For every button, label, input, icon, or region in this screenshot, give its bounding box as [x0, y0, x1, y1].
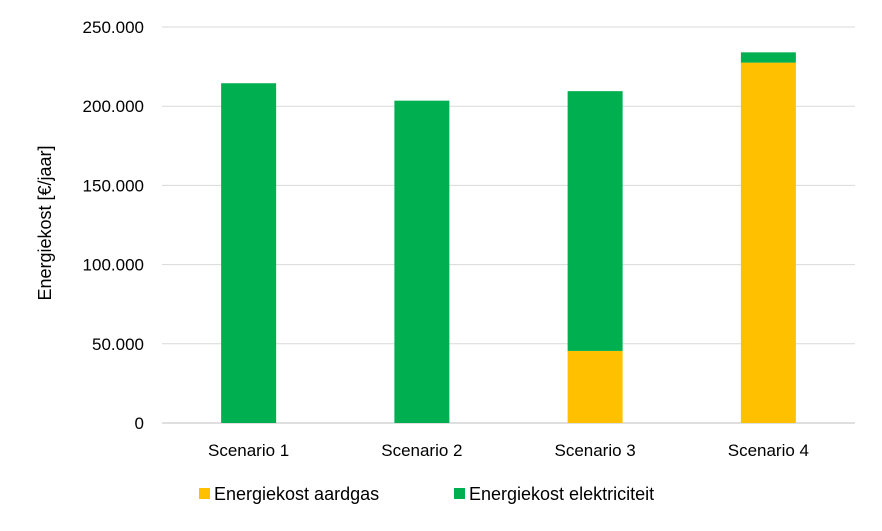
y-tick-label: 50.000: [92, 335, 144, 354]
y-axis-ticks: 0 50.000 100.000 150.000 200.000 250.000: [83, 18, 144, 433]
x-tick-label: Scenario 3: [554, 441, 635, 460]
y-axis-title: Energiekost [€/jaar]: [35, 145, 55, 300]
legend: Energiekost aardgas Energiekost elektrici…: [199, 484, 654, 504]
x-tick-label: Scenario 1: [208, 441, 289, 460]
legend-label-energiekost-elektriciteit: Energiekost elektriciteit: [469, 484, 654, 504]
bar-energiekost-aardgas-3: [567, 350, 623, 423]
bar-energiekost-aardgas-4: [740, 62, 796, 423]
y-tick-label: 250.000: [83, 18, 144, 37]
gridlines: [162, 26, 855, 424]
bars: [221, 52, 796, 424]
y-tick-label: 100.000: [83, 256, 144, 275]
bar-energiekost-elektriciteit-1: [221, 83, 277, 424]
bar-energiekost-elektriciteit-4: [740, 52, 796, 63]
x-tick-label: Scenario 2: [381, 441, 462, 460]
bar-energiekost-elektriciteit-2: [394, 100, 450, 423]
bar-energiekost-elektriciteit-3: [567, 91, 623, 351]
legend-label-energiekost-aardgas: Energiekost aardgas: [214, 484, 379, 504]
y-tick-label: 150.000: [83, 176, 144, 195]
x-tick-label: Scenario 4: [728, 441, 809, 460]
legend-swatch-energiekost-elektriciteit: [454, 488, 465, 499]
y-tick-label: 200.000: [83, 97, 144, 116]
x-axis-ticks: Scenario 1 Scenario 2 Scenario 3 Scenario 4: [208, 441, 809, 460]
y-tick-label: 0: [135, 414, 144, 433]
legend-swatch-energiekost-aardgas: [199, 488, 210, 499]
